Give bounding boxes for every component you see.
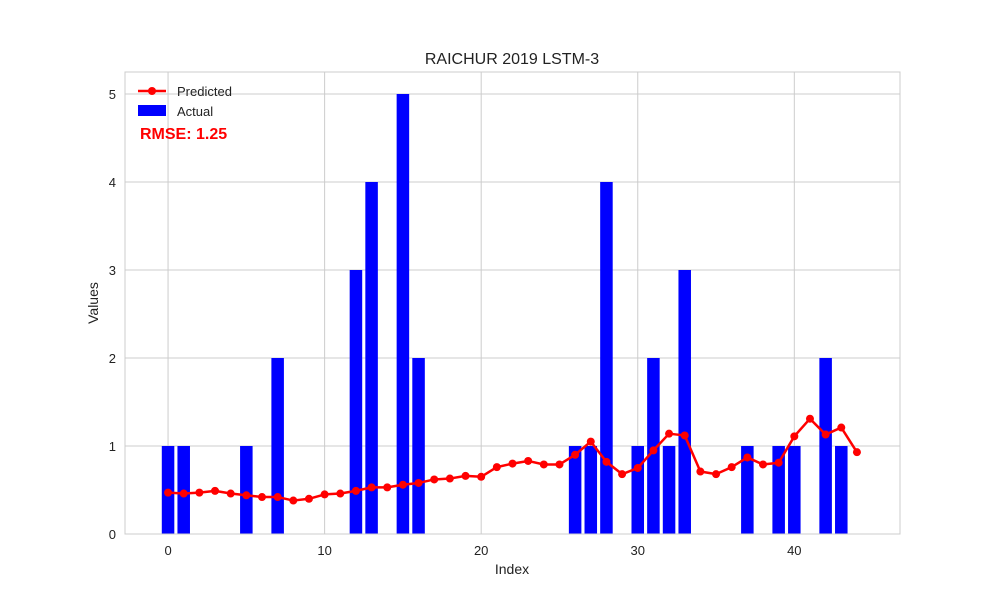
predicted-point [445, 474, 454, 483]
legend-predicted-marker [148, 87, 156, 95]
predicted-point [336, 489, 345, 498]
y-tick-label: 1 [109, 439, 116, 454]
legend-predicted-label: Predicted [177, 84, 232, 99]
predicted-point [618, 470, 627, 479]
predicted-point [633, 464, 642, 472]
predicted-point [712, 470, 721, 479]
predicted-point [211, 486, 220, 495]
actual-bar [631, 446, 645, 534]
y-tick-labels: 0 1 2 3 4 5 [109, 87, 116, 542]
x-tick-label: 0 [164, 543, 171, 558]
rmse-annotation: RMSE: 1.25 [140, 126, 227, 143]
actual-bar [568, 446, 582, 534]
predicted-point [242, 491, 251, 500]
chart-title: RAICHUR 2019 LSTM-3 [425, 51, 599, 68]
predicted-point [508, 459, 517, 468]
y-axis-label: Values [85, 282, 101, 324]
predicted-point [727, 463, 736, 472]
actual-bar [772, 446, 785, 534]
predicted-point [351, 486, 360, 495]
predicted-point [743, 453, 752, 462]
predicted-point [759, 460, 768, 469]
x-tick-label: 20 [474, 543, 488, 558]
predicted-point [414, 478, 423, 487]
actual-bar [678, 270, 691, 534]
predicted-point [837, 423, 846, 432]
actual-bar [788, 446, 801, 534]
predicted-point [477, 472, 486, 481]
predicted-point [179, 489, 188, 498]
grid [125, 72, 900, 535]
predicted-point [555, 460, 564, 469]
legend-actual-swatch [138, 105, 166, 116]
predicted-point [383, 483, 392, 492]
actual-bar [584, 446, 598, 534]
predicted-point [774, 458, 783, 467]
predicted-point [164, 488, 173, 497]
predicted-point [665, 429, 674, 438]
predicted-point [304, 494, 313, 503]
predicted-line [164, 414, 861, 505]
plot-area [125, 72, 900, 534]
actual-bar [819, 358, 832, 534]
y-tick-label: 3 [109, 263, 116, 278]
x-axis-label: Index [495, 561, 529, 577]
predicted-point [821, 430, 830, 439]
actual-bar [662, 446, 676, 534]
x-tick-label: 30 [631, 543, 645, 558]
y-tick-label: 2 [109, 351, 116, 366]
predicted-point [539, 460, 548, 469]
y-tick-label: 4 [109, 175, 116, 190]
predicted-point [586, 437, 595, 446]
predicted-point [790, 432, 799, 441]
actual-bar [600, 182, 613, 534]
predicted-point [195, 488, 204, 497]
x-tick-label: 10 [317, 543, 331, 558]
predicted-point [367, 483, 376, 492]
legend-actual-label: Actual [177, 104, 213, 119]
actual-bar [396, 94, 410, 534]
predicted-point [226, 489, 235, 498]
predicted-point [430, 475, 439, 484]
x-tick-labels: 0 10 20 30 40 [164, 543, 801, 558]
predicted-point [273, 493, 282, 502]
legend: Predicted Actual [138, 84, 232, 119]
predicted-point [571, 450, 580, 459]
predicted-point [852, 448, 861, 457]
predicted-point [649, 446, 658, 455]
actual-bar [741, 446, 754, 534]
y-tick-label: 0 [109, 527, 116, 542]
predicted-point [398, 480, 407, 489]
actual-bar [647, 358, 660, 534]
actual-bar [412, 358, 425, 534]
predicted-point [257, 493, 266, 502]
y-tick-label: 5 [109, 87, 116, 102]
actual-bar [365, 182, 378, 534]
predicted-point [524, 456, 533, 465]
predicted-point [680, 431, 689, 440]
actual-bar [271, 358, 284, 534]
actual-bar [349, 270, 363, 534]
predicted-point [602, 457, 611, 466]
predicted-point [461, 471, 470, 480]
x-tick-label: 40 [787, 543, 801, 558]
predicted-point [320, 490, 329, 499]
plot-frame [124, 71, 901, 535]
predicted-point [289, 496, 298, 505]
predicted-point [696, 467, 705, 476]
predicted-point [492, 463, 501, 472]
predicted-point [805, 414, 814, 423]
actual-bars [161, 94, 848, 534]
actual-bar [835, 446, 848, 534]
actual-bar [240, 446, 253, 534]
